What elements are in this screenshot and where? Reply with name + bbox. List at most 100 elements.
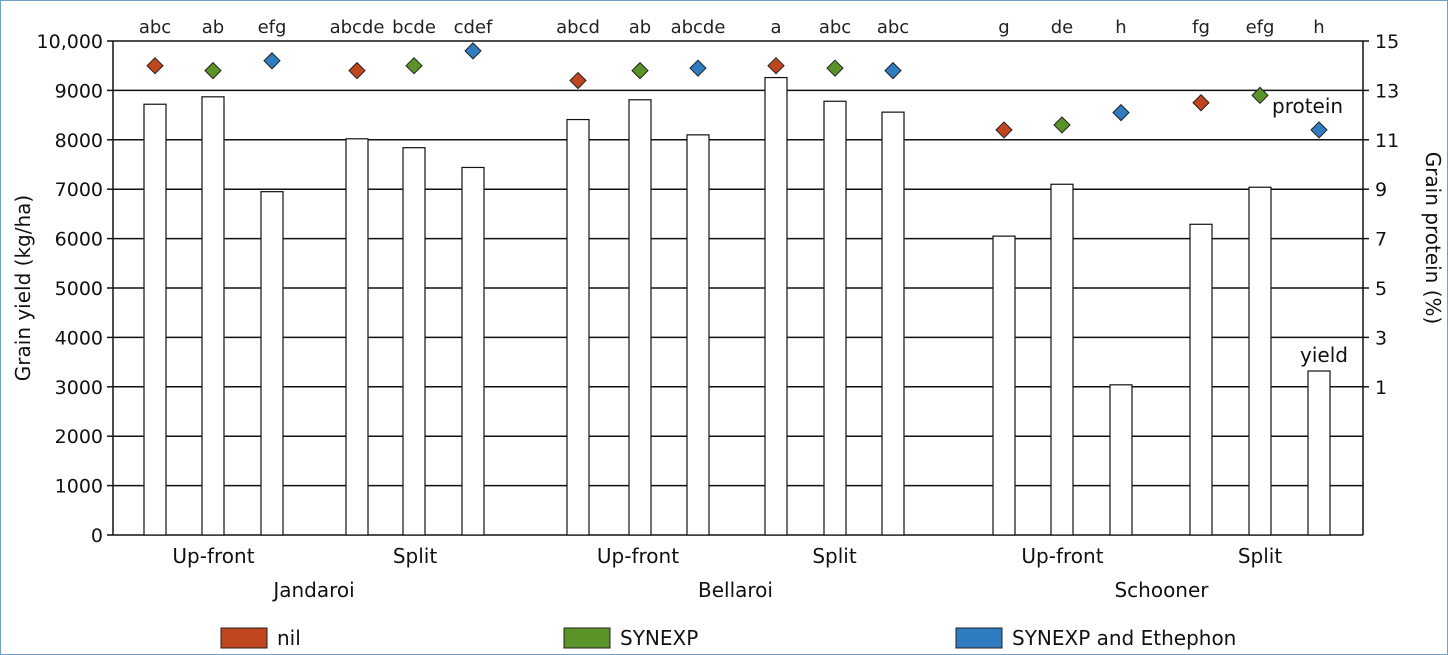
timing-label: Up-front <box>172 544 254 568</box>
protein-point <box>767 56 785 75</box>
significance-label: ab <box>202 17 224 38</box>
y-tick-label: 5000 <box>55 278 103 300</box>
significance-label: a <box>770 17 781 38</box>
significance-label: efg <box>258 17 287 38</box>
protein-point <box>995 121 1013 139</box>
legend-label: SYNEXP and Ethephon <box>1012 626 1236 650</box>
y2-tick-label: 3 <box>1375 327 1387 349</box>
protein-point <box>1192 94 1210 112</box>
y-tick-label: 3000 <box>55 377 103 399</box>
yield-bar <box>764 76 788 536</box>
y-tick-label: 6000 <box>55 229 103 251</box>
y-tick-label: 9000 <box>55 80 103 102</box>
timing-label: Split <box>812 544 857 568</box>
y-tick-label: 8000 <box>55 130 103 152</box>
yield-bar <box>566 118 590 536</box>
protein-point <box>826 59 844 77</box>
protein-point <box>263 52 281 70</box>
significance-label: abc <box>819 17 851 38</box>
yield-bar <box>686 134 710 536</box>
y2-tick-label: 5 <box>1375 278 1387 300</box>
significance-label: bcde <box>392 17 436 38</box>
significance-label: h <box>1313 17 1324 38</box>
timing-label: Split <box>393 544 438 568</box>
protein-point <box>689 59 707 77</box>
significance-label: de <box>1051 17 1074 38</box>
legend-label: nil <box>277 626 301 650</box>
y2-tick-label: 7 <box>1375 229 1387 251</box>
y-axis-title: Grain yield (kg/ha) <box>11 195 35 381</box>
y-tick-label: 2000 <box>55 426 103 448</box>
significance-label: abc <box>877 17 909 38</box>
yield-annotation: yield <box>1300 343 1348 367</box>
yield-bar <box>1248 186 1272 536</box>
significance-label: abcd <box>556 17 600 38</box>
significance-label: abcde <box>330 17 385 38</box>
protein-point <box>464 42 482 60</box>
legend-swatch <box>955 627 1003 649</box>
legend-swatch <box>220 627 268 649</box>
yield-bar <box>260 191 284 536</box>
yield-bar <box>143 103 167 536</box>
y2-axis-title: Grain protein (%) <box>1421 152 1445 325</box>
yield-bar <box>823 100 847 536</box>
protein-point <box>204 61 222 80</box>
timing-label: Split <box>1238 544 1283 568</box>
yield-bar <box>1050 183 1074 536</box>
yield-bar <box>201 96 225 536</box>
significance-letters: abc ab efg abcde bcde cdef abcd ab abcde a abc abc g… <box>139 17 1325 38</box>
y2-tick-label: 9 <box>1375 179 1387 201</box>
significance-label: fg <box>1192 17 1210 38</box>
yield-bar <box>1189 223 1213 536</box>
yield-bar <box>881 111 905 536</box>
protein-point <box>405 56 423 75</box>
left-axis-ticks: 0 1000 2000 3000 4000 5000 6000 7000 8000 9000 10,… <box>37 31 113 547</box>
protein-point <box>1251 86 1269 105</box>
protein-point <box>884 61 902 80</box>
legend-swatch <box>563 627 611 649</box>
variety-label: Bellaroi <box>698 578 773 602</box>
timing-label: Up-front <box>1021 544 1103 568</box>
significance-label: efg <box>1246 17 1275 38</box>
significance-label: abc <box>139 17 171 38</box>
y-tick-label: 7000 <box>55 179 103 201</box>
gridlines <box>112 40 1364 536</box>
y-tick-label: 1000 <box>55 476 103 498</box>
significance-label: ab <box>629 17 651 38</box>
legend: nil SYNEXP SYNEXP and Ethephon <box>220 626 1236 650</box>
yield-bar <box>992 235 1016 536</box>
yield-bar <box>1307 370 1331 536</box>
protein-point <box>569 71 587 90</box>
protein-annotation: protein <box>1272 94 1343 118</box>
variety-label: Jandaroi <box>271 578 354 602</box>
significance-label: abcde <box>671 17 726 38</box>
protein-point <box>1112 103 1130 122</box>
significance-label: cdef <box>454 17 493 38</box>
significance-label: h <box>1115 17 1126 38</box>
protein-point <box>1310 121 1328 139</box>
protein-point <box>631 61 649 80</box>
y2-tick-label: 13 <box>1375 80 1399 102</box>
y-tick-label: 10,000 <box>37 31 103 53</box>
protein-point <box>146 56 164 75</box>
protein-point <box>1053 116 1071 134</box>
yield-bar <box>461 166 485 536</box>
protein-point <box>348 61 366 80</box>
variety-label: Schooner <box>1114 578 1209 602</box>
y2-tick-label: 1 <box>1375 377 1387 399</box>
significance-label: g <box>998 17 1009 38</box>
y-tick-label: 0 <box>91 525 103 547</box>
category-labels: Up-front Split Up-front Split Up-front Split J… <box>172 544 1282 602</box>
protein-points <box>146 42 1328 139</box>
yield-bar <box>402 147 426 536</box>
yield-bar <box>1109 384 1133 536</box>
y2-tick-label: 15 <box>1375 31 1399 53</box>
y-tick-label: 4000 <box>55 327 103 349</box>
yield-bars <box>143 76 1331 536</box>
timing-label: Up-front <box>597 544 679 568</box>
y2-tick-label: 11 <box>1375 130 1399 152</box>
yield-bar <box>345 138 369 536</box>
yield-bar <box>628 99 652 536</box>
